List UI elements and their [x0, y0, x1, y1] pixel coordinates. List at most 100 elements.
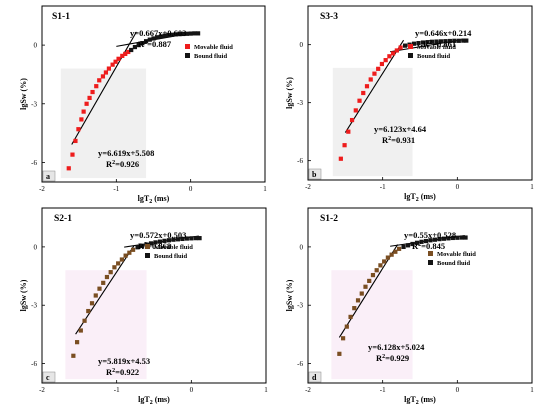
legend-marker [428, 251, 433, 256]
bound-fluid-point [432, 237, 438, 242]
bound-fluid-point [184, 236, 189, 241]
bound-fluid-point [188, 31, 193, 36]
panel-d: -2 -1 0 1 -6 -3 0 lgT2 (ms) lgSw (%) S1-2 d y=0.55x… [285, 207, 534, 404]
equation-lower-r2: R2=0.931 [382, 135, 415, 145]
movable-fluid-point [82, 318, 87, 323]
bound-fluid-point [143, 39, 149, 44]
bound-fluid-point [135, 245, 140, 250]
bound-fluid-point [425, 40, 430, 45]
movable-fluid-point [387, 54, 392, 59]
bound-fluid-point [166, 33, 171, 38]
y-tick-label: 0 [300, 41, 304, 49]
equation-upper-r2: R2=0.861 [423, 39, 456, 49]
bound-fluid-point [136, 43, 141, 48]
legend-label: Bound fluid [194, 53, 227, 60]
movable-fluid-point [106, 66, 111, 71]
equation-lower-r2: R2=0.922 [106, 367, 139, 377]
panel-c: -2 -1 0 1 -6 -3 0 lgT2 (ms) lgSw (%) S2-1 c y=0.572… [19, 207, 268, 404]
legend-marker [408, 44, 413, 49]
bound-fluid-point [151, 36, 156, 41]
movable-fluid-point [385, 255, 390, 260]
movable-fluid-point [367, 278, 372, 284]
movable-fluid-point [382, 259, 387, 264]
legend-marker [185, 44, 190, 49]
movable-fluid-point [378, 263, 383, 268]
bound-fluid-point [129, 47, 134, 53]
bound-fluid-point [148, 241, 154, 246]
movable-fluid-point [116, 56, 121, 61]
x-tick-label: -2 [39, 386, 45, 394]
bound-fluid-point [437, 237, 442, 242]
bound-fluid-point [139, 243, 145, 249]
movable-fluid-point [79, 117, 84, 122]
bound-fluid-point [169, 32, 175, 37]
bound-fluid-point [147, 37, 152, 42]
bound-fluid-point [464, 38, 469, 43]
bound-fluid-point [189, 236, 194, 241]
movable-fluid-point [337, 351, 342, 356]
fit-line-lower [338, 244, 399, 338]
movable-fluid-point [394, 48, 399, 53]
panel-letter: a [46, 172, 50, 181]
x-tick-label: -2 [39, 185, 45, 193]
panel-letter-box [42, 371, 56, 383]
x-tick-label: -2 [305, 183, 311, 191]
movable-fluid-point [130, 247, 136, 252]
movable-fluid-point [359, 291, 364, 296]
x-tick-label: -1 [380, 183, 386, 191]
x-tick-label: 0 [456, 386, 460, 394]
movable-fluid-point [97, 78, 102, 83]
bound-fluid-point [162, 33, 167, 38]
equation-upper-r2: R2=0.887 [138, 39, 172, 49]
y-tick-label: 0 [300, 243, 304, 251]
bound-fluid-point [180, 236, 185, 242]
legend-marker [428, 260, 433, 265]
equation-lower-r2: R2=0.926 [106, 159, 139, 169]
equation-upper-text: y=0.646x+0.214 [415, 28, 472, 38]
movable-fluid-point [361, 90, 366, 96]
movable-fluid-point [374, 268, 379, 273]
movable-fluid-point [357, 98, 362, 103]
y-axis-label: lgSw (%) [285, 279, 294, 311]
bound-fluid-point [162, 238, 167, 243]
movable-fluid-point [86, 308, 91, 314]
fit-line-lower [71, 31, 137, 145]
bound-fluid-point [140, 41, 145, 46]
bound-fluid-point [173, 32, 178, 37]
panel-title: S1-1 [52, 12, 70, 22]
bound-fluid-point [192, 31, 197, 36]
movable-fluid-point [90, 89, 95, 95]
x-tick-label: 1 [530, 386, 534, 394]
y-axis-label: lgSw (%) [285, 77, 294, 109]
movable-fluid-point [363, 284, 368, 289]
bound-fluid-point [402, 43, 408, 48]
equation-upper-text: y=0.55x+0.528 [404, 230, 456, 240]
plot-frame [307, 5, 533, 181]
movable-fluid-point [108, 270, 113, 275]
equation-upper-r2: R2=0.845 [412, 241, 445, 251]
bound-fluid-point [419, 239, 424, 244]
movable-fluid-point [344, 324, 349, 329]
movable-fluid-point [123, 253, 128, 258]
x-axis-label: lgT2 (ms) [404, 192, 436, 203]
movable-fluid-point [100, 74, 106, 79]
bound-fluid-point [157, 239, 163, 244]
movable-fluid-point [383, 58, 388, 63]
movable-fluid-point [110, 62, 115, 67]
y-tick-label: 0 [34, 243, 38, 251]
bound-fluid-point [196, 31, 201, 36]
bound-fluid-point [438, 39, 444, 44]
bound-fluid-point [428, 238, 433, 243]
movable-fluid-point [103, 70, 109, 75]
bound-fluid-point [450, 235, 455, 241]
x-tick-label: -1 [380, 386, 386, 394]
x-tick-label: 1 [263, 185, 267, 193]
y-axis-label: lgSw (%) [19, 279, 28, 311]
movable-fluid-point [353, 108, 358, 113]
plot-frame [307, 207, 533, 384]
bound-fluid-point [155, 35, 160, 40]
bound-fluid-point [401, 244, 406, 249]
movable-fluid-point [74, 340, 80, 345]
movable-fluid-point [76, 127, 81, 132]
movable-fluid-point [355, 298, 361, 303]
